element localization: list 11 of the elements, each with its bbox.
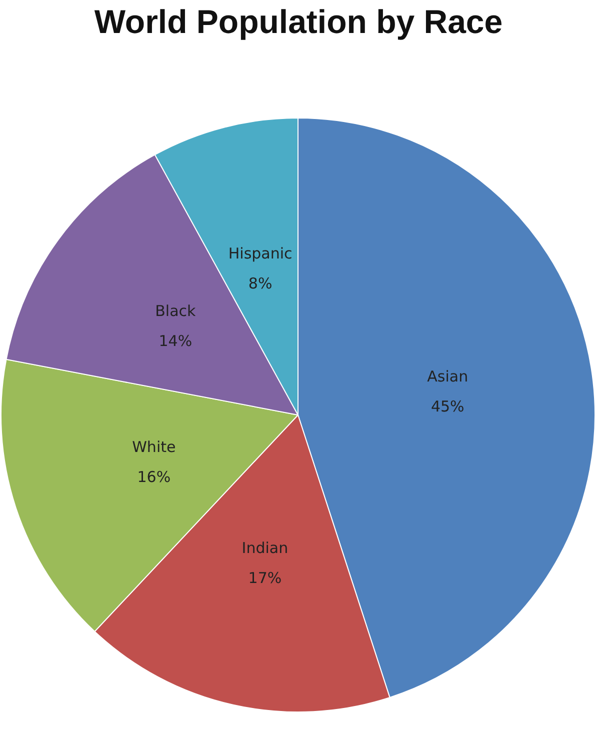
data-label: 45% [430, 397, 464, 416]
data-label: 17% [248, 568, 282, 587]
slice-label: Hispanic [228, 244, 292, 262]
slice-label: Asian [427, 367, 468, 386]
data-label: 8% [248, 274, 272, 292]
slice-label: Black [155, 302, 196, 320]
data-label: 14% [158, 332, 192, 350]
chart-title: World Population by Race [94, 3, 503, 40]
slice-label: Indian [242, 538, 288, 557]
slice-label: White [132, 438, 176, 456]
data-label: 16% [137, 468, 171, 486]
